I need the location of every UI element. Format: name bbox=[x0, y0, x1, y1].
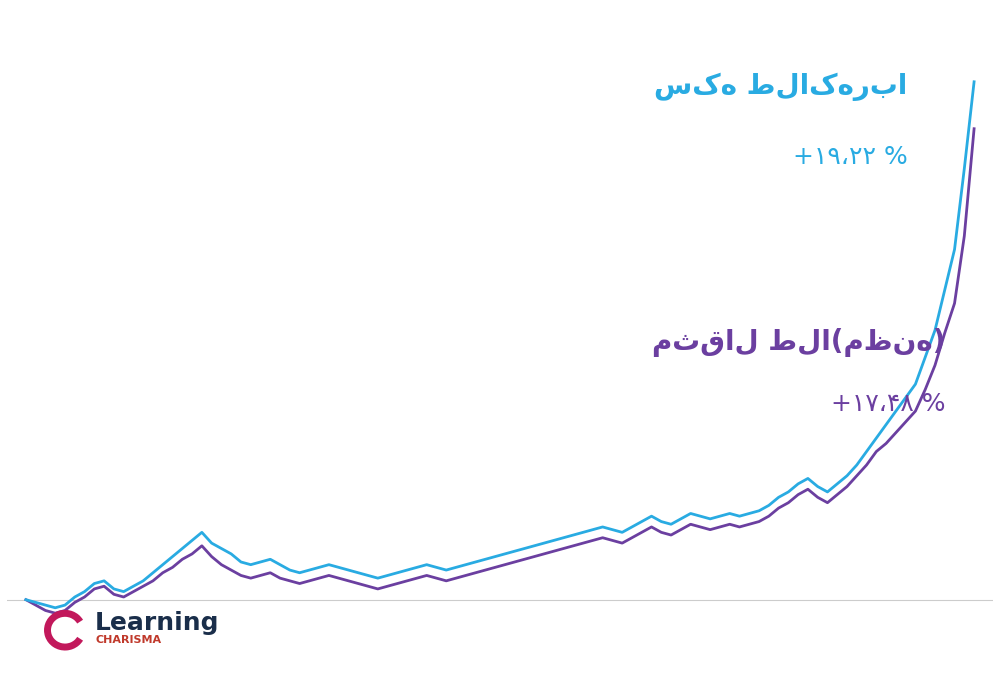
Text: +۱۷،۴۸ %: +۱۷،۴۸ % bbox=[831, 392, 946, 417]
Text: سکه طلاکهربا: سکه طلاکهربا bbox=[654, 73, 908, 101]
Text: +۱۹،۲۲ %: +۱۹،۲۲ % bbox=[793, 145, 908, 168]
Text: Learning: Learning bbox=[95, 611, 220, 635]
Text: CHARISMA: CHARISMA bbox=[95, 635, 161, 645]
Text: مثقال طلا(مظنه): مثقال طلا(مظنه) bbox=[652, 328, 946, 357]
